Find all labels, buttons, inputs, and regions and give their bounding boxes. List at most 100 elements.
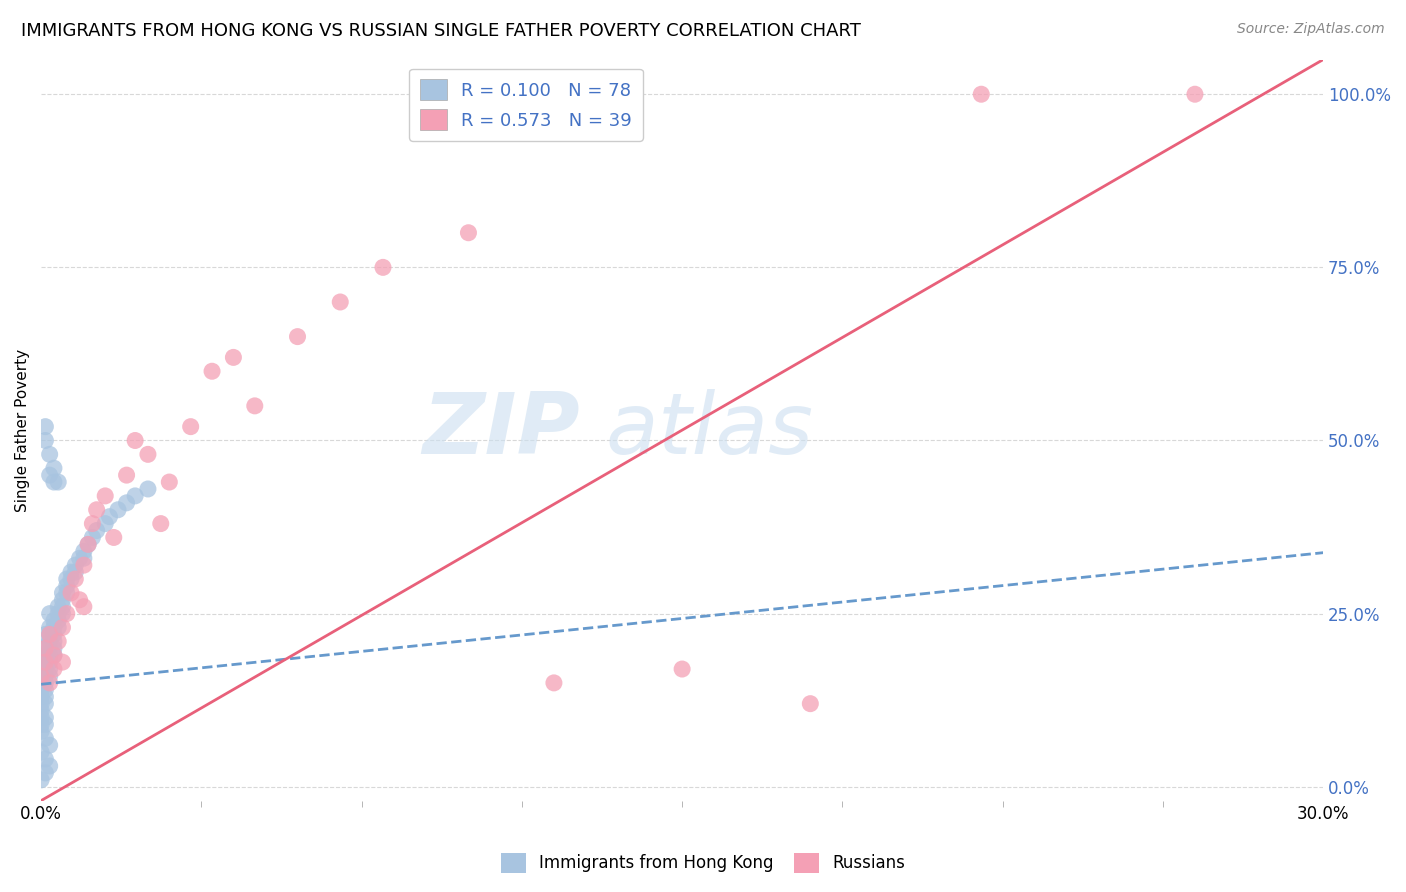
Point <box>34 641 56 656</box>
Point <box>60 586 83 600</box>
Point <box>69 592 91 607</box>
Point <box>77 537 100 551</box>
Point <box>65 558 87 573</box>
Point <box>51 620 73 634</box>
Legend: Immigrants from Hong Kong, Russians: Immigrants from Hong Kong, Russians <box>495 847 911 880</box>
Point <box>34 648 56 663</box>
Point <box>86 502 108 516</box>
Point <box>82 531 104 545</box>
Point <box>34 752 56 766</box>
Point <box>180 419 202 434</box>
Point <box>42 648 65 663</box>
Point <box>46 475 69 489</box>
Point <box>94 516 117 531</box>
Point <box>42 461 65 475</box>
Point <box>124 489 146 503</box>
Point <box>55 607 77 621</box>
Point <box>124 434 146 448</box>
Point <box>157 475 180 489</box>
Point <box>34 710 56 724</box>
Text: IMMIGRANTS FROM HONG KONG VS RUSSIAN SINGLE FATHER POVERTY CORRELATION CHART: IMMIGRANTS FROM HONG KONG VS RUSSIAN SIN… <box>21 22 860 40</box>
Point <box>149 516 172 531</box>
Point <box>42 648 65 663</box>
Point <box>46 607 69 621</box>
Point <box>103 531 125 545</box>
Point <box>136 482 159 496</box>
Point <box>34 765 56 780</box>
Point <box>34 669 56 683</box>
Point <box>30 745 52 759</box>
Point <box>34 682 56 697</box>
Point <box>38 447 60 461</box>
Point <box>51 607 73 621</box>
Point <box>51 592 73 607</box>
Point <box>222 351 245 365</box>
Point <box>73 544 96 558</box>
Point <box>34 655 56 669</box>
Point <box>543 676 565 690</box>
Point <box>30 697 52 711</box>
Point <box>42 662 65 676</box>
Point <box>30 662 52 676</box>
Text: ZIP: ZIP <box>422 389 579 472</box>
Point <box>30 717 52 731</box>
Text: atlas: atlas <box>605 389 813 472</box>
Point <box>38 655 60 669</box>
Point <box>94 489 117 503</box>
Point <box>970 87 993 102</box>
Point <box>34 697 56 711</box>
Point <box>38 634 60 648</box>
Point <box>38 627 60 641</box>
Point <box>38 648 60 663</box>
Point <box>243 399 266 413</box>
Point <box>46 599 69 614</box>
Point <box>38 620 60 634</box>
Point <box>42 627 65 641</box>
Point <box>38 607 60 621</box>
Point <box>34 434 56 448</box>
Point <box>34 731 56 746</box>
Point <box>30 690 52 704</box>
Point <box>46 620 69 634</box>
Point <box>34 627 56 641</box>
Point <box>77 537 100 551</box>
Point <box>38 641 60 656</box>
Point <box>38 662 60 676</box>
Point <box>136 447 159 461</box>
Point <box>60 565 83 579</box>
Point <box>671 662 693 676</box>
Point <box>799 697 821 711</box>
Point <box>34 717 56 731</box>
Point <box>115 496 138 510</box>
Point <box>30 676 52 690</box>
Point <box>65 565 87 579</box>
Point <box>51 599 73 614</box>
Point <box>55 586 77 600</box>
Point <box>82 516 104 531</box>
Point <box>55 579 77 593</box>
Point <box>457 226 479 240</box>
Point <box>30 682 52 697</box>
Point <box>115 468 138 483</box>
Point <box>38 738 60 752</box>
Point <box>34 419 56 434</box>
Point <box>60 572 83 586</box>
Point <box>55 572 77 586</box>
Point <box>34 641 56 656</box>
Point <box>46 634 69 648</box>
Point <box>371 260 394 275</box>
Point <box>38 759 60 773</box>
Point <box>51 586 73 600</box>
Point <box>38 669 60 683</box>
Point <box>34 655 56 669</box>
Point <box>34 690 56 704</box>
Legend: R = 0.100   N = 78, R = 0.573   N = 39: R = 0.100 N = 78, R = 0.573 N = 39 <box>409 69 643 141</box>
Point <box>73 599 96 614</box>
Point <box>51 655 73 669</box>
Point <box>38 676 60 690</box>
Point <box>107 502 129 516</box>
Point <box>42 634 65 648</box>
Point <box>329 295 352 310</box>
Point <box>73 558 96 573</box>
Point <box>30 772 52 787</box>
